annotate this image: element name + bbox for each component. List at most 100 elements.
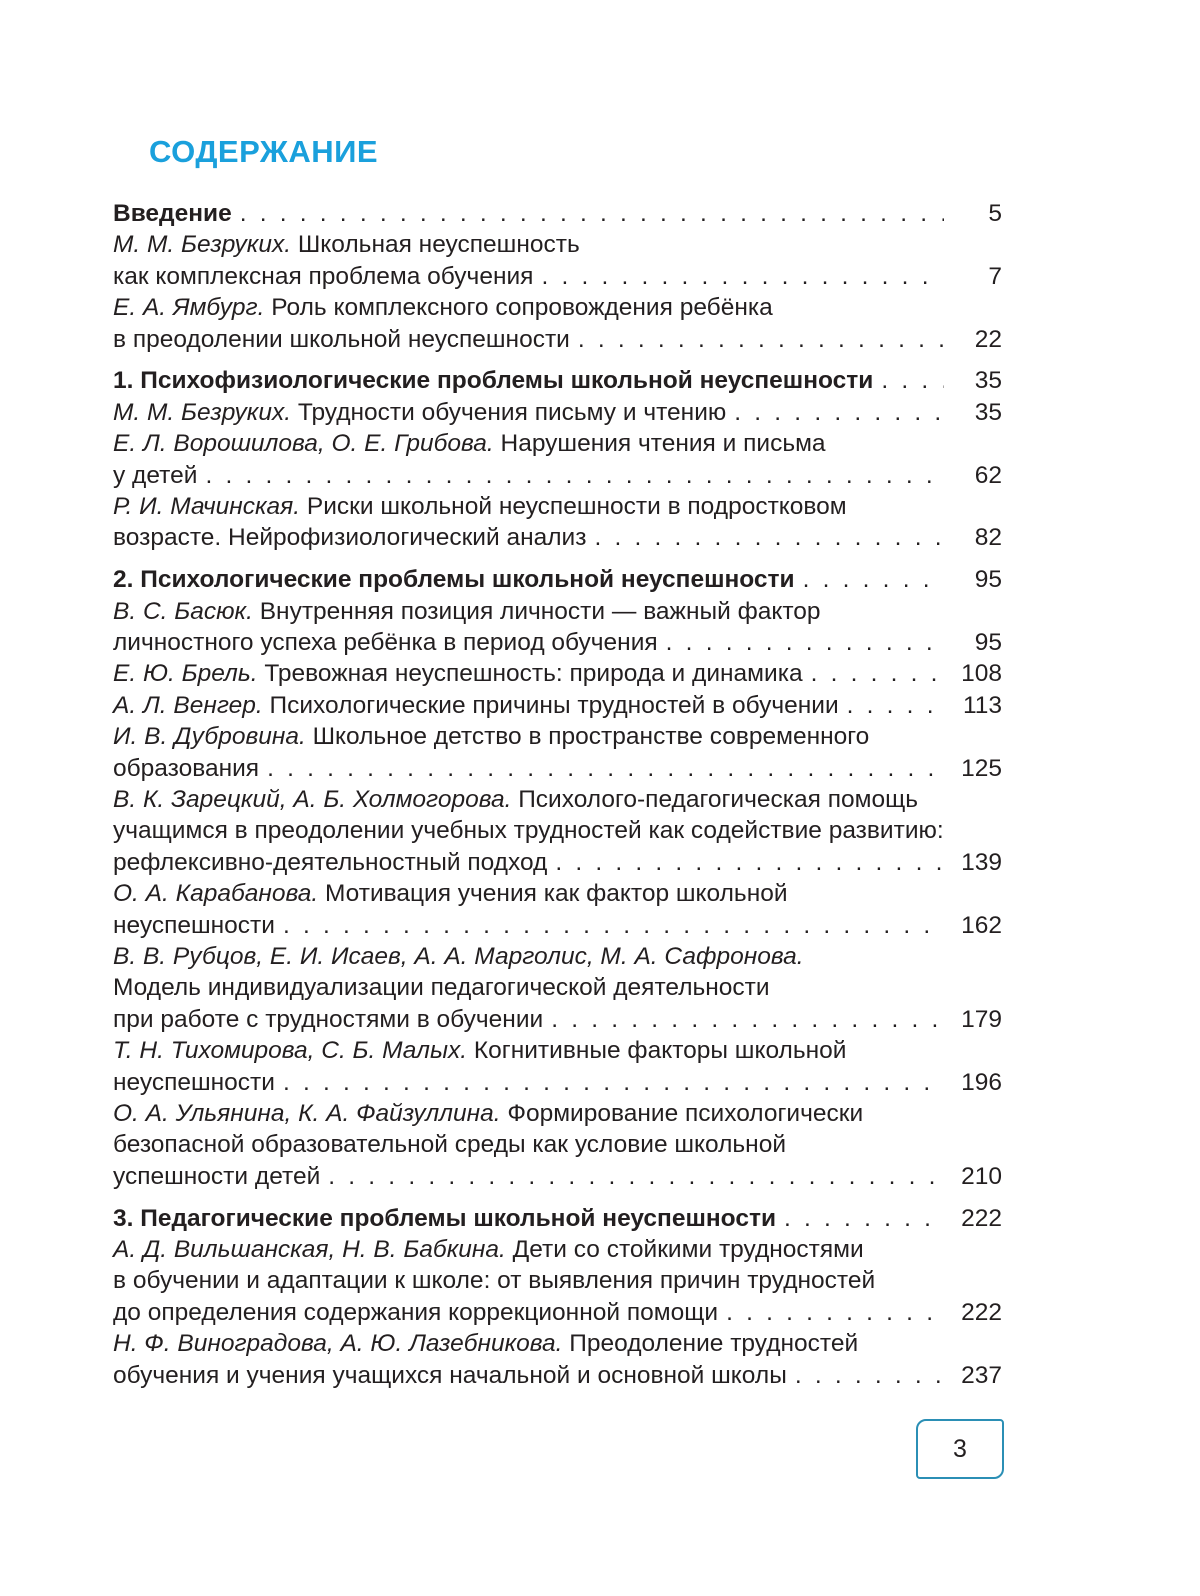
toc-line-text: Е. Ю. Брель. Тревожная неуспешность: при… [113,658,803,689]
toc-line-text: Т. Н. Тихомирова, С. Б. Малых. Когнитивн… [113,1035,846,1066]
toc-page-number[interactable]: 125 [961,754,1002,782]
toc-author: Е. Л. Ворошилова, О. Е. Грибова. [113,430,494,458]
toc-title-text: Дети со стойкими трудностями [505,1236,864,1263]
toc-page-number[interactable]: 35 [974,367,1002,395]
toc-title-text: Нарушения чтения и письма [493,430,826,458]
toc-line-text: Введение [113,198,232,229]
page-number-box: 3 [916,1419,1004,1479]
dot-leader: . . . . . . . . . . . . . . . . . . . . … [726,1298,944,1326]
toc-line-text: В. В. Рубцов, Е. И. Исаев, А. А. Марголи… [113,941,804,972]
toc-line: О. А. Карабанова. Мотивация учения как ф… [113,878,1002,909]
toc-title-text: Психолого-педагогическая помощь [511,786,918,814]
toc-line: обучения и учения учащихся начальной и о… [113,1360,1002,1391]
toc-author: Е. А. Ямбург. [113,294,265,322]
toc-line: до определения содержания коррекционной … [113,1297,1002,1328]
toc-page-number[interactable]: 7 [988,262,1002,290]
toc-page-number[interactable]: 95 [974,566,1002,594]
toc-title-text: Когнитивные факторы школьной [467,1037,847,1065]
toc-entry[interactable]: В. В. Рубцов, Е. И. Исаев, А. А. Марголи… [113,941,1002,1035]
dot-leader: . . . . . . . . . . . . . . . . . . . . … [239,200,944,227]
dot-leader: . . . . . . . . . . . . . . . . . . . . … [577,325,944,353]
toc-title-text: неуспешности [113,911,275,939]
toc-page-number[interactable]: 139 [961,848,1002,876]
toc-entry[interactable]: М. М. Безруких. Школьная неуспешность как… [113,229,1002,292]
toc-line: В. К. Зарецкий, А. Б. Холмогорова. Психо… [113,784,1002,815]
toc-entry[interactable]: Т. Н. Тихомирова, С. Б. Малых. Когнитивн… [113,1035,1002,1098]
toc-page-number[interactable]: 5 [988,200,1002,227]
dot-leader: . . . . . . . . . . . . . . . . . . . . … [794,1361,944,1389]
toc-title-text: Психологические причины трудностей в обу… [262,691,839,719]
toc-page-number[interactable]: 162 [961,911,1002,939]
toc-line: в преодолении школьной неуспешности. . .… [113,324,1002,355]
toc-entry[interactable]: Е. А. Ямбург. Роль комплексного сопровож… [113,292,1002,355]
toc-entry[interactable]: Р. И. Мачинская. Риски школьной неуспешн… [113,491,1002,554]
toc-page-number[interactable]: 222 [961,1298,1002,1326]
dot-leader: . . . . . . . . . . . . . . . . . . . . … [205,461,944,489]
toc-entry[interactable]: О. А. Ульянина, К. А. Файзуллина. Формир… [113,1098,1002,1192]
toc-entry[interactable]: О. А. Карабанова. Мотивация учения как ф… [113,878,1002,941]
toc-line: личностного успеха ребёнка в период обуч… [113,627,1002,658]
toc-title-text: при работе с трудностями в обучении [113,1005,544,1033]
toc-line-text: образования [113,753,259,784]
toc-line: 3. Педагогические проблемы школьной неус… [113,1203,1002,1234]
toc-page-number[interactable]: 179 [961,1005,1002,1033]
toc-entry[interactable]: В. С. Басюк. Внутренняя позиция личности… [113,596,1002,659]
toc-entry[interactable]: А. Л. Венгер. Психологические причины тр… [113,690,1002,721]
toc-page-number[interactable]: 22 [974,325,1002,353]
toc-page-number[interactable]: 95 [974,629,1002,657]
dot-leader: . . . . . . . . . . . . . . . . . . . . … [594,524,944,552]
toc-title-text: как комплексная проблема обучения [113,262,534,290]
toc-line-text: Н. Ф. Виноградова, А. Ю. Лазебникова. Пр… [113,1328,858,1359]
toc-line-text: при работе с трудностями в обучении [113,1004,543,1035]
toc-line: Т. Н. Тихомирова, С. Б. Малых. Когнитивн… [113,1035,1002,1066]
toc-page-number[interactable]: 35 [974,398,1002,426]
toc-entry[interactable]: Н. Ф. Виноградова, А. Ю. Лазебникова. Пр… [113,1328,1002,1391]
toc-page-number[interactable]: 82 [974,524,1002,552]
toc-page-number[interactable]: 237 [961,1361,1002,1389]
toc-page-number[interactable]: 222 [961,1204,1002,1232]
toc-line: А. Д. Вильшанская, Н. В. Бабкина. Дети с… [113,1234,1002,1265]
toc-title-text: Введение [113,200,232,227]
toc-line: неуспешности. . . . . . . . . . . . . . … [113,910,1002,941]
table-of-contents: Введение . . . . . . . . . . . . . . . . … [113,198,1002,1391]
toc-page-number[interactable]: 196 [961,1068,1002,1096]
toc-page-number[interactable]: 108 [961,660,1002,688]
toc-line-text: учащимся в преодолении учебных трудносте… [113,815,944,846]
toc-line: Р. И. Мачинская. Риски школьной неуспешн… [113,491,1002,522]
toc-entry[interactable]: А. Д. Вильшанская, Н. В. Бабкина. Дети с… [113,1234,1002,1328]
toc-line: И. В. Дубровина. Школьное детство в прос… [113,721,1002,752]
toc-page-number[interactable]: 210 [961,1162,1002,1190]
toc-line: М. М. Безруких. Школьная неуспешность [113,229,1002,260]
toc-entry[interactable]: Е. Ю. Брель. Тревожная неуспешность: при… [113,658,1002,689]
toc-page-number[interactable]: 113 [962,691,1002,719]
toc-entry[interactable]: М. М. Безруких. Трудности обучения письм… [113,397,1002,428]
toc-section-heading[interactable]: 2. Психологические проблемы школьной неу… [113,564,1002,595]
toc-entry[interactable]: В. К. Зарецкий, А. Б. Холмогорова. Психо… [113,784,1002,878]
toc-section-heading[interactable]: 3. Педагогические проблемы школьной неус… [113,1203,1002,1234]
dot-leader: . . . . . . . . . . . . . . . . . . . . … [881,367,944,395]
toc-title-text: Преодоление трудностей [562,1330,859,1358]
toc-line-text: И. В. Дубровина. Школьное детство в прос… [113,721,869,752]
toc-title-text: до определения содержания коррекционной … [113,1298,719,1326]
toc-title-text: 2. Психологические проблемы школьной неу… [113,566,795,594]
toc-author: О. А. Карабанова. [113,880,319,908]
toc-entry[interactable]: И. В. Дубровина. Школьное детство в прос… [113,721,1002,784]
toc-line: безопасной образовательной среды как усл… [113,1129,1002,1160]
toc-line: Н. Ф. Виноградова, А. Ю. Лазебникова. Пр… [113,1328,1002,1359]
toc-page-number[interactable]: 62 [974,461,1002,489]
toc-section-heading[interactable]: 1. Психофизиологические проблемы школьно… [113,365,1002,396]
toc-title-text: образования [113,754,260,782]
dot-leader: . . . . . . . . . . . . . . . . . . . . … [282,911,944,939]
toc-line: В. В. Рубцов, Е. И. Исаев, А. А. Марголи… [113,941,1002,972]
toc-title-text: Школьное детство в пространстве современ… [305,723,870,751]
dot-leader: . . . . . . . . . . . . . . . . . . . . … [784,1204,944,1232]
toc-entry[interactable]: Е. Л. Ворошилова, О. Е. Грибова. Нарушен… [113,428,1002,491]
toc-title-text: безопасной образовательной среды как усл… [113,1131,787,1159]
toc-title-text: рефлексивно-деятельностный подход [113,848,548,876]
toc-line-text: до определения содержания коррекционной … [113,1297,718,1328]
toc-line-text: М. М. Безруких. Трудности обучения письм… [113,397,726,428]
dot-leader: . . . . . . . . . . . . . . . . . . . . … [810,660,944,688]
toc-section-heading[interactable]: Введение . . . . . . . . . . . . . . . . … [113,198,1002,229]
toc-line-text: успешности детей [113,1161,320,1192]
toc-line-text: Модель индивидуализации педагогической д… [113,972,770,1003]
